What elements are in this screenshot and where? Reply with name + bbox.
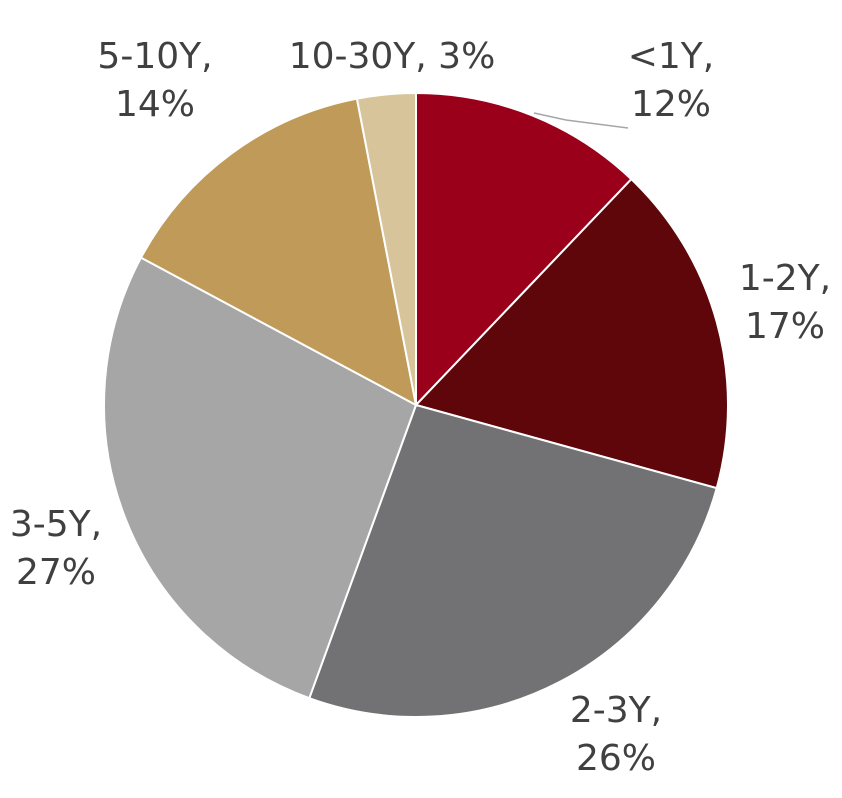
pie-slice-35y — [103, 256, 418, 700]
leader-line-lt1y — [533, 112, 629, 129]
slice-label-1y: <1Y, 12% — [628, 36, 715, 125]
slice-label-510y: 5-10Y, 14% — [97, 36, 212, 125]
slice-label-23y: 2-3Y, 26% — [570, 690, 662, 779]
slice-labels: <1Y, 12% 1-2Y, 17% 2-3Y, 26% 3-5Y, 27% 5-10Y, 14%… — [10, 36, 831, 779]
slice-label-1030y: 10-30Y, 3% — [289, 36, 496, 77]
pie-slice-1030y — [355, 91, 417, 406]
slice-label-12y: 1-2Y, 17% — [739, 258, 831, 347]
pie-slice-1y — [415, 91, 633, 408]
pie-slice-12y — [414, 177, 729, 490]
pie-slice-23y — [308, 403, 718, 718]
pie-slices — [103, 91, 729, 718]
leader-lines — [533, 112, 629, 129]
slice-label-35y: 3-5Y, 27% — [10, 504, 102, 593]
pie-slice-510y — [139, 97, 418, 407]
